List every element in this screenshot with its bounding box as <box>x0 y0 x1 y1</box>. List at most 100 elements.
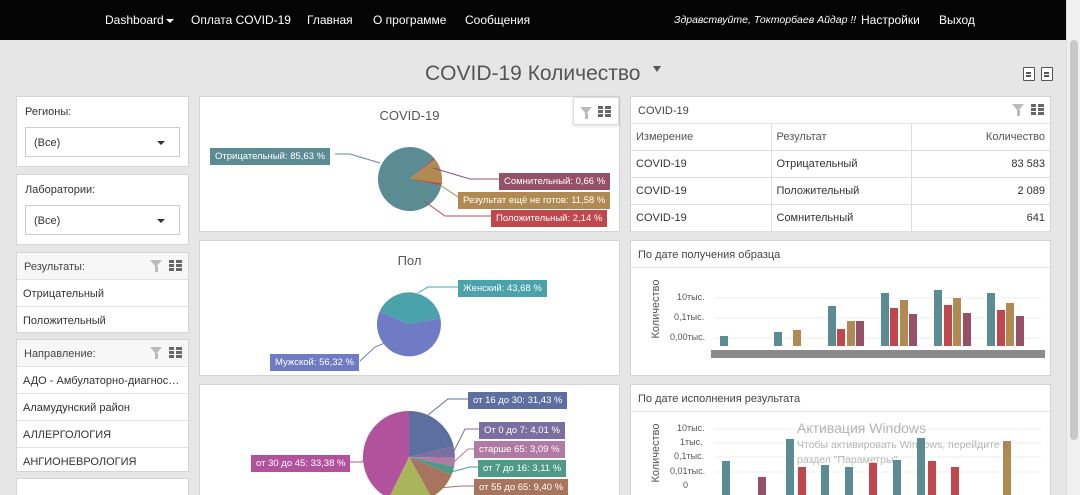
title-dropdown-icon[interactable] <box>653 66 661 72</box>
labs-select-value: (Все) <box>34 215 61 227</box>
pie-slice-negative[interactable] <box>377 147 442 212</box>
nav-payment[interactable]: Оплата COVID-19 <box>191 13 291 27</box>
bar[interactable] <box>1003 441 1011 495</box>
bar[interactable] <box>944 305 952 346</box>
bar[interactable] <box>837 329 845 346</box>
pie-slice-55-65[interactable] <box>409 457 452 495</box>
list-item[interactable]: АДО - Амбулаторно-диагност… <box>17 367 188 394</box>
column-header[interactable]: Количество <box>911 124 1050 151</box>
bar[interactable] <box>786 439 794 495</box>
bar[interactable] <box>928 461 936 495</box>
pie-slice-45-55[interactable] <box>389 457 432 495</box>
list-item[interactable]: Аламудунский район <box>17 394 188 421</box>
pie-label-suspicious: Сомнительный: 0,66 % <box>499 173 611 190</box>
bar[interactable] <box>881 293 889 346</box>
nav-logout[interactable]: Выход <box>939 13 975 27</box>
bar[interactable] <box>934 290 942 346</box>
pie-slice-30-45[interactable] <box>362 411 409 495</box>
grid-icon[interactable] <box>1031 104 1044 115</box>
pie-slice-pending[interactable] <box>410 159 443 186</box>
settings-doc-icon[interactable] <box>1041 67 1053 81</box>
scrollbar-thumb[interactable] <box>1070 40 1078 440</box>
filter-icon[interactable] <box>150 260 162 272</box>
labs-select[interactable]: (Все) <box>25 205 180 235</box>
bar[interactable] <box>774 332 782 346</box>
nav-dashboard[interactable]: Dashboard <box>105 13 174 27</box>
table-cell: COVID-19 <box>631 177 772 205</box>
chart-toolbox <box>573 97 619 125</box>
filter-labs: Лаборатории: (Все) <box>16 174 189 245</box>
y-tick-label: 10тыс. <box>677 423 705 433</box>
bar[interactable] <box>869 463 877 495</box>
table-row[interactable]: COVID-19 Отрицательный 83 583 <box>631 150 1050 178</box>
grid-icon[interactable] <box>598 106 611 117</box>
column-header[interactable]: Результат <box>771 124 912 151</box>
filter-icon[interactable] <box>1012 104 1024 116</box>
pie-slice-0-7[interactable] <box>409 446 455 458</box>
bar[interactable] <box>793 330 801 346</box>
bar[interactable] <box>798 467 806 495</box>
pie-slice-female[interactable] <box>379 292 441 324</box>
bar[interactable] <box>900 300 908 346</box>
bar[interactable] <box>847 321 855 346</box>
bar[interactable] <box>893 460 901 495</box>
pie-slice-positive[interactable] <box>410 179 442 186</box>
pie-slice-7-16[interactable] <box>409 457 455 475</box>
covid-table-title: COVID-19 <box>638 105 689 117</box>
grid-icon[interactable] <box>169 260 182 271</box>
filter-icon[interactable] <box>150 347 162 359</box>
table-row[interactable]: COVID-19 Положительный 2 089 <box>631 177 1050 205</box>
bar[interactable] <box>909 314 917 346</box>
bar[interactable] <box>963 313 971 346</box>
bar[interactable] <box>987 293 995 346</box>
nav-greeting: Здравствуйте, Токторбаев Айдар !! <box>674 14 857 26</box>
bar[interactable] <box>890 308 898 346</box>
bar[interactable] <box>953 298 961 346</box>
pie-gender-title: Пол <box>397 253 422 268</box>
pie-slice-suspicious[interactable] <box>410 157 435 179</box>
bars <box>720 290 1024 346</box>
bar[interactable] <box>951 467 959 495</box>
column-header[interactable]: Измерение <box>631 124 772 151</box>
filter-icon[interactable] <box>580 107 592 119</box>
table-row[interactable]: COVID-19 Сомнительный 641 <box>631 204 1050 232</box>
bar[interactable] <box>845 467 853 495</box>
pie-slice-65[interactable] <box>409 457 455 467</box>
bar[interactable] <box>828 306 836 346</box>
leader-line <box>453 428 479 452</box>
regions-select[interactable]: (Все) <box>25 127 180 157</box>
bar[interactable] <box>917 438 925 495</box>
vertical-scrollbar[interactable] <box>1066 0 1080 495</box>
horizontal-scrollbar[interactable] <box>711 350 1045 358</box>
bar[interactable] <box>821 465 829 495</box>
pie-slice-16-30[interactable] <box>409 411 454 457</box>
list-item[interactable]: АНГИОНЕВРОЛОГИЯ <box>17 448 188 475</box>
nav-settings[interactable]: Настройки <box>861 13 920 27</box>
y-tick-label: 0,01тыс. <box>670 466 706 476</box>
bar[interactable] <box>722 461 730 495</box>
bar[interactable] <box>1006 303 1014 346</box>
page-title: COVID-19 Количество <box>425 62 641 85</box>
bar[interactable] <box>1016 316 1024 346</box>
bar[interactable] <box>758 477 766 495</box>
bar2-svg <box>715 428 1041 495</box>
nav-about[interactable]: О программе <box>373 13 447 27</box>
pie-covid-panel: COVID-19 Отрицательный: 85,63 % Сомнител… <box>199 96 620 232</box>
export-icon[interactable] <box>1023 67 1035 81</box>
filter-results-label: Результаты: <box>24 261 85 273</box>
pie-slice-male[interactable] <box>376 311 441 357</box>
leader-line <box>427 398 468 416</box>
y-tick-label: 10тыс. <box>677 292 705 302</box>
nav-messages[interactable]: Сообщения <box>465 13 531 27</box>
pie-covid-svg <box>335 147 499 217</box>
pie-gender-panel: Пол Женский: 43,68 % Мужской: 56,32 % <box>199 240 620 376</box>
list-item[interactable]: Отрицательный <box>17 280 188 307</box>
list-item[interactable]: Положительный <box>17 307 188 334</box>
bar[interactable] <box>997 310 1005 346</box>
bar[interactable] <box>720 336 728 346</box>
table-cell: 641 <box>911 204 1050 232</box>
bar[interactable] <box>856 321 864 346</box>
nav-home[interactable]: Главная <box>307 13 353 27</box>
list-item[interactable]: АЛЛЕРГОЛОГИЯ <box>17 421 188 448</box>
grid-icon[interactable] <box>169 347 182 358</box>
